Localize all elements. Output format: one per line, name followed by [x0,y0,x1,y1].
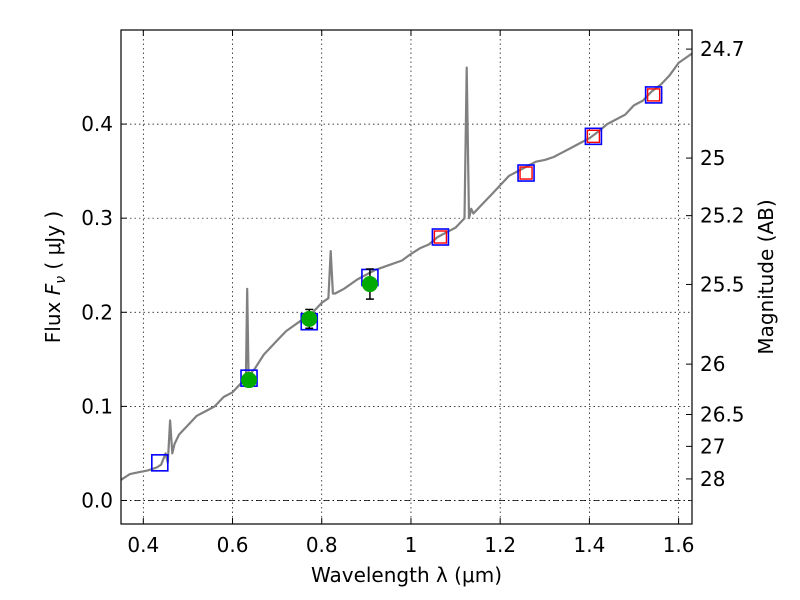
y2-tick-label: 25 [700,146,725,170]
model-square-red [519,166,533,180]
grid-layer [121,30,692,524]
model-square-blue [644,86,663,104]
y2-axis-label: Magnitude (AB) [754,199,778,354]
model-square-blue [584,127,603,146]
spectrum-line [120,52,693,481]
y-tick-label: 0.3 [81,206,113,230]
y-axis-label-symbol: F [41,283,65,295]
x-tick-label: 1.4 [573,533,605,557]
y2-tick-label: 25.5 [700,272,745,296]
model-square-blue [517,164,535,182]
plot-frame [120,29,693,525]
x-axis-label: Wavelength λ (μm) [311,563,502,587]
y2-tick-label: 25.2 [700,204,745,228]
y-tick-label: 0.2 [81,300,113,324]
tick-layer: 0.4 0.6 0.8 1 1.2 1.4 1.6 0.0 0.1 0.2 0.3 0.4 24.7 25… [81,30,745,557]
y2-tick-label: 24.7 [700,37,745,61]
x-tick-label: 0.4 [127,533,159,557]
y2-tick-label: 26 [700,352,725,376]
model-square-red [646,88,661,102]
model-square-red [586,129,601,144]
y-axis-label: Flux Fν ( μJy ) [41,211,69,343]
model-square-blue [431,228,450,246]
y-axis-label-unit: ( μJy ) [41,211,65,276]
y2-tick-label: 28 [700,467,725,491]
y-axis-label-subscript: ν [53,276,69,284]
model-square-red [433,230,448,244]
x-tick-label: 1.2 [484,533,516,557]
x-tick-label: 1.6 [663,533,695,557]
observed-point [361,276,378,293]
observed-point [241,372,258,389]
y2-tick-label: 27 [700,434,725,458]
x-tick-label: 0.8 [306,533,338,557]
observed-point [301,310,318,327]
model-square-blue [151,454,169,472]
plot-layer [120,52,693,481]
y-tick-label: 0.4 [81,112,113,136]
y-tick-label: 0.0 [81,488,113,512]
x-tick-label: 1 [405,533,418,557]
y2-tick-label: 26.5 [700,402,745,426]
y-tick-label: 0.1 [81,394,113,418]
x-tick-label: 0.6 [217,533,249,557]
y-axis-label-prefix: Flux [41,295,65,343]
